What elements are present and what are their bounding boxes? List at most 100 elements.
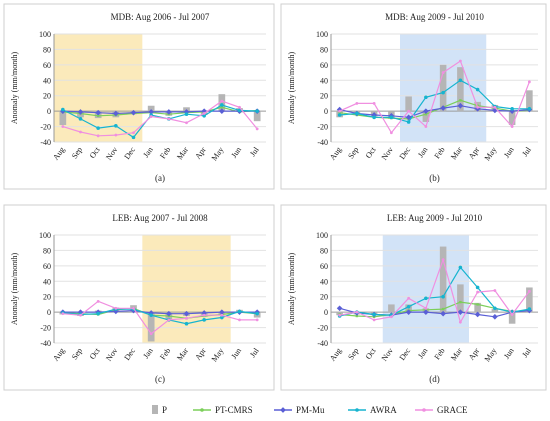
point-awra (255, 109, 259, 113)
bar-p (422, 111, 430, 122)
point-grace (441, 258, 445, 262)
point-grace (338, 109, 342, 113)
point-pm-mu (440, 105, 446, 111)
point-grace (389, 131, 393, 135)
point-grace (114, 306, 118, 310)
point-grace (185, 121, 188, 125)
chart-title: MDB: Aug 2006 - Jul 2007 (111, 12, 210, 22)
bar-p (59, 111, 67, 126)
y-tick-label: 20 (320, 92, 328, 101)
y-tick-label: 100 (39, 30, 51, 39)
panel-caption: (a) (155, 173, 165, 183)
point-awra (114, 124, 118, 128)
point-pm-mu (219, 108, 225, 114)
point-awra (96, 126, 100, 130)
point-grace (493, 289, 497, 292)
point-awra (406, 304, 411, 309)
bar-p (147, 312, 155, 342)
series-line-grace (339, 257, 530, 324)
point-grace (510, 125, 514, 128)
point-pt-cmrs (459, 300, 462, 304)
legend-item-awra: AWRA (348, 405, 397, 415)
point-awra (202, 113, 206, 118)
point-grace (424, 125, 428, 128)
point-grace (61, 125, 65, 128)
point-grace (389, 315, 393, 319)
legend-item-grace: GRACE (415, 405, 468, 415)
y-tick-label: -40 (317, 138, 328, 147)
point-grace (476, 290, 480, 294)
y-tick-label: 20 (320, 293, 328, 302)
legend-swatch (152, 405, 158, 414)
point-pm-mu (130, 109, 137, 116)
y-tick-label: 60 (43, 262, 51, 271)
point-grace (202, 112, 206, 115)
legend-marker (280, 407, 286, 413)
shaded-period (142, 235, 231, 343)
point-awra (184, 321, 189, 326)
y-tick-label: 40 (320, 277, 328, 286)
point-grace (79, 130, 82, 134)
legend-item-pm-mu: PM-Mu (274, 405, 325, 415)
y-tick-label: 100 (316, 30, 328, 39)
y-tick-label: 80 (43, 246, 51, 255)
point-grace (255, 318, 259, 322)
chart-panel-d: LEB: Aug 2009 - Jul 2010 -40 -20 0 20 40 60 80 1… (280, 204, 547, 391)
y-axis-label: Anomaly (mm/month) (10, 253, 19, 326)
y-tick-label: -20 (317, 324, 328, 333)
bar-p (388, 304, 395, 313)
y-tick-label: -40 (40, 138, 51, 147)
point-pm-mu (201, 310, 207, 316)
point-grace (407, 109, 411, 113)
bar-p (508, 111, 516, 126)
y-axis-label: Anomaly (mm/month) (287, 52, 296, 125)
legend-label: GRACE (437, 405, 468, 415)
point-awra (61, 107, 65, 112)
point-awra (389, 115, 394, 120)
y-tick-label: 40 (320, 76, 328, 85)
chart-title: MDB: Aug 2009 - Jul 2010 (385, 12, 484, 22)
series-line-grace (62, 100, 258, 137)
legend-label: AWRA (370, 405, 397, 415)
series-line-pt-cmrs (62, 106, 258, 117)
point-grace (220, 99, 224, 103)
point-grace (238, 318, 241, 322)
point-grace (185, 316, 188, 320)
point-pt-cmrs (424, 113, 428, 116)
point-grace (372, 318, 376, 322)
point-pt-cmrs (441, 307, 445, 311)
point-grace (441, 71, 445, 74)
point-grace (132, 306, 135, 310)
point-awra (96, 311, 100, 316)
shaded-period (54, 34, 143, 142)
bar-p (491, 309, 499, 313)
point-grace (167, 117, 171, 121)
point-pt-cmrs (338, 111, 341, 114)
y-tick-label: 0 (47, 107, 51, 116)
point-grace (527, 80, 531, 84)
chart-panel-a: MDB: Aug 2006 - Jul 2007 -40 -20 0 20 40 60 80 1… (3, 3, 275, 190)
point-awra (237, 108, 242, 113)
series-line-pm-mu (62, 309, 258, 315)
point-awra (220, 103, 224, 107)
point-grace (527, 289, 531, 293)
y-tick-label: 0 (324, 308, 328, 317)
legend-marker (355, 408, 359, 412)
point-pm-mu (423, 108, 429, 114)
point-grace (458, 320, 462, 324)
point-awra (220, 315, 224, 320)
point-awra (510, 107, 514, 111)
point-grace (338, 313, 342, 317)
point-grace (220, 313, 224, 317)
legend: P PT-CMRS PM-Mu AWRA GRACE (152, 405, 468, 415)
point-awra (475, 87, 480, 92)
bar-p (218, 94, 226, 112)
point-grace (167, 318, 171, 322)
y-tick-label: -40 (40, 339, 51, 348)
series-line-grace (62, 300, 258, 335)
point-pm-mu (457, 309, 464, 315)
point-pm-mu (474, 311, 481, 318)
point-pm-mu (219, 309, 225, 315)
legend-label: PT-CMRS (215, 405, 253, 415)
